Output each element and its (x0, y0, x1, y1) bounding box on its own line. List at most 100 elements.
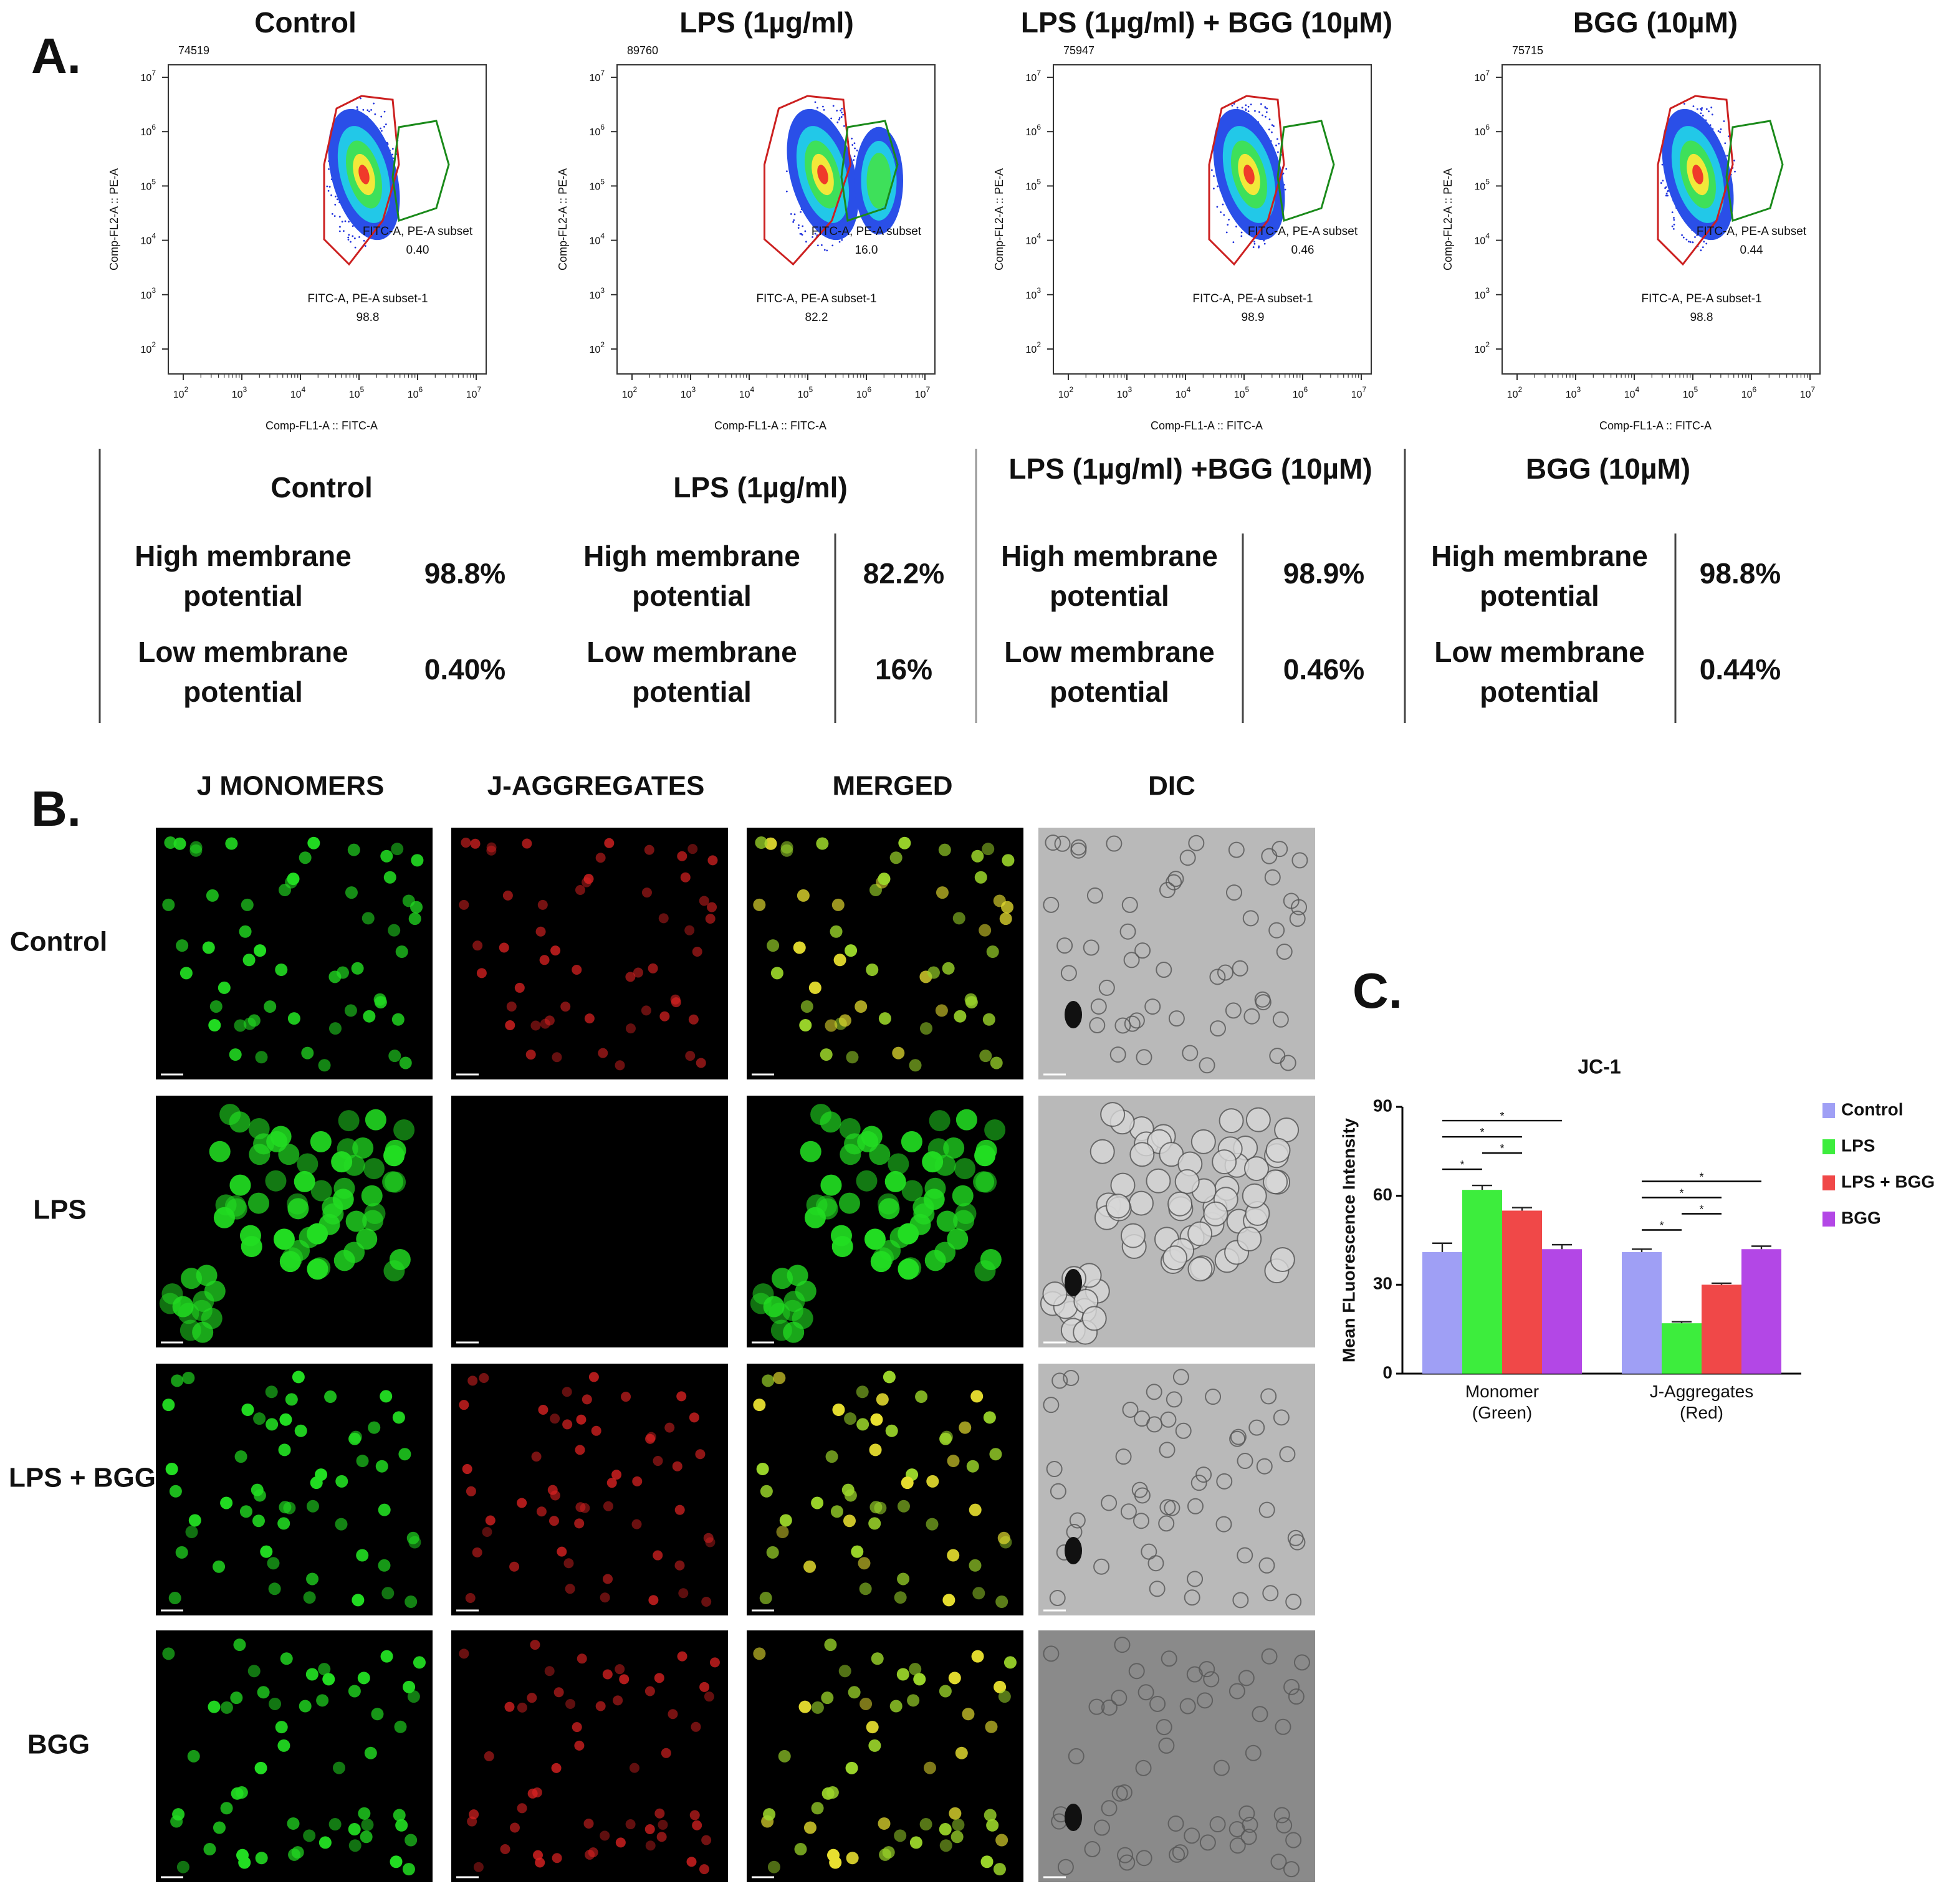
cell (328, 1022, 342, 1035)
tick-base: 10 (1026, 290, 1037, 301)
tick-base: 10 (1475, 236, 1486, 247)
cell (604, 838, 615, 848)
cell (1203, 1671, 1220, 1688)
event-dot (1276, 138, 1278, 140)
cell (1088, 1698, 1105, 1715)
cell (344, 1004, 357, 1017)
event-dot (1240, 231, 1243, 234)
cell (778, 1749, 791, 1763)
cell (840, 1144, 861, 1165)
cell (574, 1518, 585, 1529)
cell (1242, 1183, 1267, 1208)
event-dot (830, 117, 833, 120)
x-tick-label: 103 (681, 385, 696, 400)
cell (165, 1463, 178, 1476)
event-dot (802, 225, 804, 227)
event-dot (1665, 193, 1668, 194)
cell (1289, 911, 1306, 927)
cell (1158, 1737, 1175, 1754)
x-tick-label: 103 (1566, 385, 1581, 400)
event-dot (1683, 103, 1685, 105)
cell (1261, 848, 1278, 864)
cell (922, 1151, 944, 1173)
cell (1045, 835, 1061, 851)
cell (375, 1460, 388, 1473)
cell (843, 1514, 856, 1528)
cell (1175, 1422, 1192, 1439)
cell (794, 1843, 807, 1856)
event-dot (1682, 236, 1685, 239)
cell (753, 1647, 766, 1660)
cell (365, 1109, 386, 1131)
event-dot (817, 244, 819, 247)
cell (472, 1547, 482, 1557)
event-dot (840, 109, 841, 112)
cell (572, 1722, 582, 1733)
tick-base: 10 (590, 236, 601, 247)
tick-exponent: 2 (1485, 340, 1490, 349)
cell (251, 1483, 264, 1496)
cell (821, 1691, 834, 1705)
cell (234, 1450, 247, 1463)
cell (982, 1013, 995, 1026)
cell (357, 1672, 370, 1685)
cell (324, 1390, 337, 1404)
cell (820, 1174, 842, 1196)
cell (1049, 1590, 1066, 1607)
cell (856, 1170, 878, 1192)
cell (603, 1501, 613, 1511)
cell (1291, 852, 1308, 869)
cell (858, 1557, 871, 1570)
y-tick-label: 90 (1373, 1096, 1392, 1115)
cell (548, 1516, 559, 1526)
cell (345, 1210, 367, 1232)
cell (878, 873, 891, 886)
cell (753, 1399, 766, 1412)
cell (704, 1691, 714, 1702)
y-tick-label: 106 (1475, 123, 1490, 138)
cell (860, 1697, 873, 1710)
cell (915, 1390, 928, 1404)
cell (1276, 1817, 1293, 1834)
event-dot (1664, 187, 1666, 189)
cell (763, 1808, 776, 1821)
cell (1215, 1516, 1232, 1533)
event-dot (1285, 168, 1288, 170)
cell (362, 912, 375, 925)
event-dot (363, 239, 365, 242)
cell (1172, 1844, 1189, 1861)
cell (1243, 1156, 1269, 1182)
cell (193, 1291, 214, 1313)
event-dot (1247, 105, 1250, 108)
tick-exponent: 7 (1485, 69, 1490, 77)
table-value: 98.8% (424, 557, 505, 590)
cell (859, 1582, 872, 1595)
tick-base: 10 (1026, 345, 1037, 355)
tick-exponent: 2 (633, 385, 638, 394)
y-tick-label: 102 (1026, 340, 1042, 355)
cell (707, 902, 717, 912)
cell (565, 1584, 575, 1594)
cell (504, 1701, 515, 1712)
plot-frame (1053, 64, 1372, 375)
cell (1187, 1571, 1204, 1587)
x-tick-label: 105 (1683, 385, 1698, 400)
event-dot (1271, 131, 1273, 133)
cell (363, 1010, 376, 1023)
tick-base: 10 (915, 390, 926, 400)
cell (202, 941, 215, 954)
gate-value: 0.44 (1740, 244, 1763, 257)
event-dot (330, 194, 332, 196)
tick-exponent: 6 (1304, 385, 1308, 394)
cell (378, 1503, 391, 1516)
cell (923, 1761, 936, 1774)
cell (792, 1308, 813, 1329)
cell (172, 1808, 185, 1821)
cell (385, 1139, 406, 1161)
gate-value: 98.9 (1242, 311, 1265, 324)
cell (598, 1048, 608, 1058)
cell (668, 1709, 678, 1720)
cell (632, 1476, 643, 1486)
cell (878, 1817, 891, 1830)
event-dot (334, 203, 337, 206)
